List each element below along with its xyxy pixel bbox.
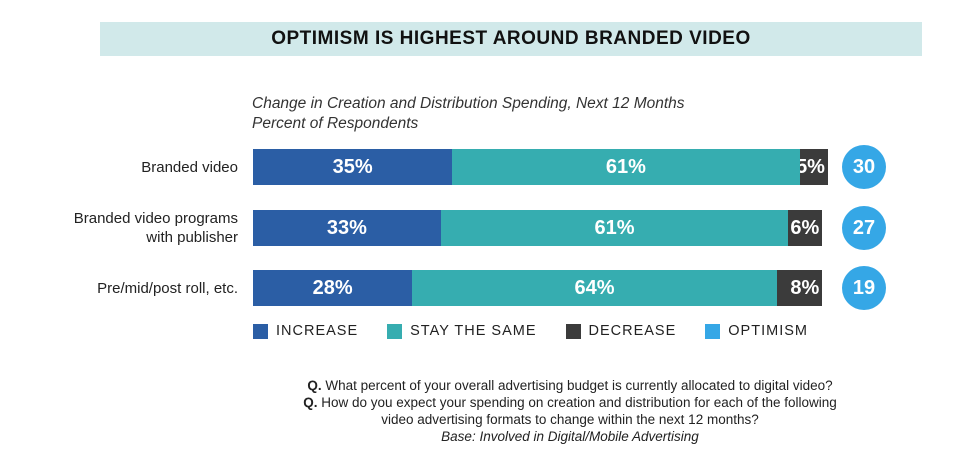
data-label: 5% — [799, 155, 825, 178]
bar-segment-stay-the-same: 64% — [412, 270, 777, 306]
bar-row: 35% 61% 5% — [253, 149, 828, 185]
legend-swatch — [387, 323, 403, 339]
subtitle-line-2: Percent of Respondents — [252, 115, 419, 132]
bar-segment-increase: 35% — [253, 149, 453, 185]
legend-swatch — [253, 323, 268, 339]
bar-segment-decrease: 5% — [799, 149, 828, 185]
question-1-prefix: Q. — [307, 378, 322, 393]
legend-label: OPTIMISM — [728, 323, 808, 339]
bar-segment-increase: 28% — [253, 270, 413, 306]
data-label: 35% — [332, 155, 373, 178]
legend-item-decrease: DECREASE — [565, 323, 677, 339]
category-label: Branded video programs with publisher — [8, 209, 238, 247]
bar-segment-increase: 33% — [253, 210, 441, 246]
data-label: 64% — [574, 276, 615, 299]
category-label-line: with publisher — [146, 229, 238, 246]
legend-label: INCREASE — [276, 323, 359, 339]
title-banner: OPTIMISM IS HIGHEST AROUND BRANDED VIDEO — [100, 22, 922, 56]
data-label: 8% — [790, 276, 820, 299]
bar-row: 33% 61% 6% — [253, 210, 823, 246]
optimism-score-circle: 30 — [842, 145, 886, 189]
optimism-score-circle: 27 — [842, 206, 886, 250]
base-note: Base: Involved in Digital/Mobile Adverti… — [441, 429, 699, 444]
question-2-text-b: video advertising formats to change with… — [381, 412, 759, 427]
legend-swatch — [565, 323, 581, 339]
question-2-prefix: Q. — [303, 395, 318, 410]
chart-title: OPTIMISM IS HIGHEST AROUND BRANDED VIDEO — [271, 28, 751, 49]
data-label: 33% — [326, 216, 367, 239]
data-label: 61% — [594, 216, 635, 239]
data-label: 6% — [790, 216, 820, 239]
legend-label: STAY THE SAME — [410, 323, 537, 339]
category-label: Pre/mid/post roll, etc. — [8, 279, 238, 298]
data-label: 28% — [312, 276, 353, 299]
legend-item-increase: INCREASE — [253, 323, 358, 339]
category-label: Branded video — [8, 158, 238, 177]
subtitle-line-1: Change in Creation and Distribution Spen… — [252, 95, 685, 112]
bar-row: 28% 64% 8% — [253, 270, 823, 306]
bar-segment-decrease: 8% — [776, 270, 823, 306]
chart-subtitle: Change in Creation and Distribution Spen… — [252, 94, 685, 134]
survey-notes: Q. What percent of your overall advertis… — [250, 377, 890, 445]
category-label-line: Branded video — [141, 158, 238, 176]
bar-segment-decrease: 6% — [788, 210, 823, 246]
legend-item-optimism: OPTIMISM — [705, 323, 808, 339]
legend-item-stay-the-same: STAY THE SAME — [387, 323, 536, 339]
question-1-text: What percent of your overall advertising… — [325, 378, 833, 393]
optimism-score-circle: 19 — [842, 266, 886, 310]
category-label-line: Pre/mid/post roll, etc. — [97, 279, 238, 297]
legend-swatch — [705, 323, 721, 339]
data-label: 61% — [605, 155, 646, 178]
bar-segment-stay-the-same: 61% — [440, 210, 789, 246]
legend-label: DECREASE — [588, 323, 677, 339]
legend: INCREASE STAY THE SAME DECREASE OPTIMISM — [253, 323, 837, 339]
bar-segment-stay-the-same: 61% — [452, 149, 800, 185]
category-label-line: Branded video programs — [73, 210, 238, 227]
question-1: Q. What percent of your overall advertis… — [250, 377, 890, 394]
question-2: Q. How do you expect your spending on cr… — [250, 394, 890, 411]
question-2-text-a: How do you expect your spending on creat… — [321, 395, 837, 410]
